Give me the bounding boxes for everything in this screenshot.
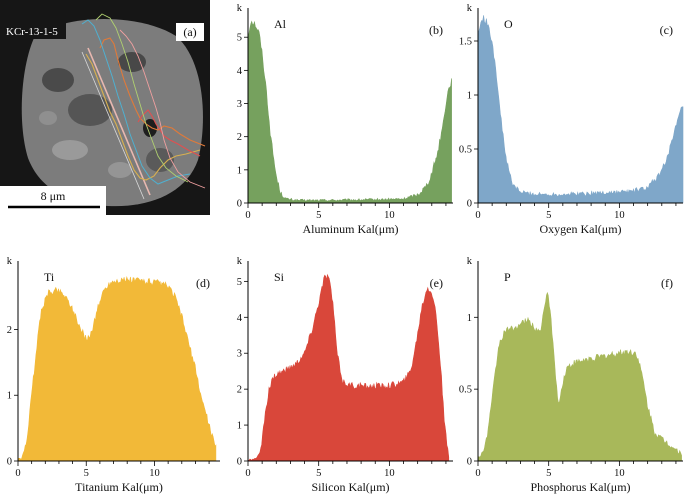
y-tick-label: 5	[237, 33, 242, 44]
y-tick-label: 2	[7, 325, 12, 336]
element-trace	[99, 37, 206, 147]
y-tick-label: 1	[237, 165, 242, 176]
x-tick-label: 0	[475, 468, 480, 479]
x-tick-label: 5	[546, 468, 551, 479]
y-tick-label: 1.5	[459, 37, 472, 48]
x-axis-label: Aluminum Kal(μm)	[302, 222, 398, 236]
element-label: O	[504, 17, 513, 31]
x-tick-label: 5	[84, 468, 89, 479]
x-axis-label: Titanium Kal(μm)	[75, 480, 163, 494]
particle-inclusion	[42, 68, 74, 92]
x-tick-label: 5	[316, 468, 321, 479]
y-tick-label: 2	[237, 385, 242, 396]
element-trace	[95, 13, 189, 183]
y-unit-label: k	[237, 3, 243, 14]
y-tick-label: 4	[237, 66, 243, 77]
x-tick-label: 10	[384, 210, 395, 221]
y-unit-label: k	[467, 3, 473, 14]
panel-titanium: 0 5 10 0 1 2 k Ti (d) Titanium Kal(μm)	[7, 256, 220, 494]
scan-line	[87, 47, 151, 196]
element-trace	[81, 19, 191, 185]
x-tick-label: 10	[149, 468, 160, 479]
particle-inclusion	[108, 162, 132, 178]
y-unit-label: k	[467, 256, 473, 267]
x-tick-label: 0	[245, 210, 250, 221]
panel-label-background	[176, 23, 204, 41]
x-tick-label: 0	[475, 210, 480, 221]
x-tick-label: 0	[245, 468, 250, 479]
x-tick-label: 10	[384, 468, 395, 479]
y-tick-label: 3	[237, 349, 242, 360]
y-tick-label: 0	[467, 457, 472, 468]
panel-label: (c)	[660, 23, 673, 37]
y-tick-label: 3	[237, 99, 242, 110]
y-tick-label: 2	[237, 132, 242, 143]
spectrum-area	[247, 273, 450, 462]
particle-inclusion	[68, 94, 112, 126]
x-tick-label: 5	[316, 210, 321, 221]
y-tick-label: 0	[7, 457, 12, 468]
element-label: Si	[274, 270, 285, 284]
spectrum-area	[247, 20, 452, 204]
scan-line	[81, 51, 145, 200]
element-label: Al	[274, 17, 287, 31]
y-unit-label: k	[237, 256, 243, 267]
panel-label: (d)	[196, 276, 210, 290]
sample-label-background	[4, 23, 66, 39]
y-tick-label: 5	[237, 277, 242, 288]
x-axis-label: Oxygen Kal(μm)	[539, 222, 621, 236]
panel-label: (e)	[430, 276, 443, 290]
x-axis-label: Phosphorus Kal(μm)	[530, 480, 630, 494]
particle-inclusion	[52, 140, 88, 160]
panel-oxygen: 0 5 10 0 0.5 1 1.5 k O (c) Oxygen Kal(μm)	[459, 3, 684, 236]
x-axis-label: Silicon Kal(μm)	[311, 480, 389, 494]
y-tick-label: 1	[467, 313, 472, 324]
element-trace	[137, 109, 201, 157]
scale-bar-label: 8 μm	[41, 189, 66, 203]
y-tick-label: 4	[237, 313, 243, 324]
spectrum-area	[17, 276, 217, 462]
panel-phosphorus: 0 5 10 0 0.5 1 k P (f) Phosphorus Kal(μm)	[459, 256, 683, 494]
spectrum-area	[477, 291, 682, 462]
particle-inclusion	[39, 111, 57, 125]
y-tick-label: 0	[467, 199, 472, 210]
y-tick-label: 0.5	[459, 145, 472, 156]
y-tick-label: 1	[467, 91, 472, 102]
x-tick-label: 10	[614, 210, 625, 221]
sample-label: KCr-13-1-5	[6, 26, 58, 38]
element-label: P	[504, 270, 511, 284]
particle-inclusion	[146, 148, 174, 172]
y-tick-label: 0	[237, 199, 242, 210]
panel-silicon: 0 5 10 0 1 2 3 4 5 k Si (e) Silicon Kal(μm)	[237, 256, 453, 494]
particle-inclusion	[143, 119, 157, 137]
x-tick-label: 10	[614, 468, 625, 479]
x-tick-label: 5	[546, 210, 551, 221]
y-tick-label: 1	[237, 421, 242, 432]
y-tick-label: 1	[7, 391, 12, 402]
element-label: Ti	[44, 270, 55, 284]
scale-bar-box	[0, 186, 106, 215]
panel-label: (b)	[429, 23, 443, 37]
panel-label: (f)	[661, 276, 673, 290]
y-tick-label: 0.5	[459, 385, 472, 396]
particle-inclusion	[118, 52, 146, 72]
panel-label-a: (a)	[183, 25, 196, 39]
element-trace	[119, 29, 206, 189]
y-tick-label: 0	[237, 457, 242, 468]
y-unit-label: k	[7, 256, 13, 267]
panel-aluminum: 0 5 10 0 1 2 3 4 5 k Al (b) Aluminum Kal(μm)	[237, 3, 453, 236]
spectrum-area	[477, 15, 684, 204]
sem-image-panel: KCr-13-1-5 (a) 8 μm	[0, 0, 210, 215]
x-tick-label: 0	[15, 468, 20, 479]
